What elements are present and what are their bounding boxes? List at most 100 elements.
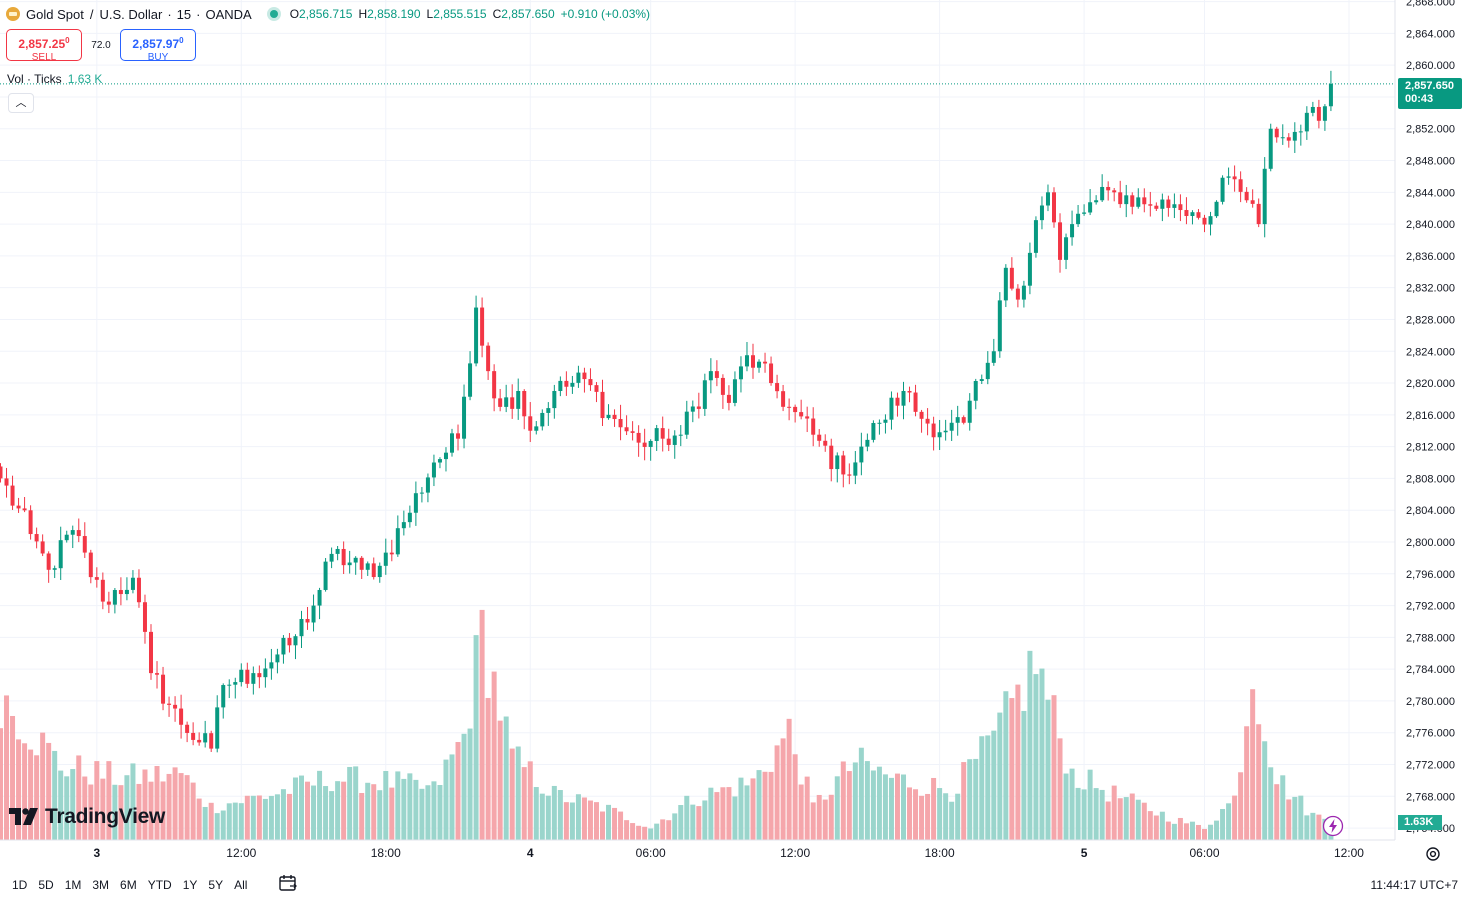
volume-bar bbox=[461, 733, 467, 840]
volume-bar bbox=[52, 750, 58, 840]
candle-body bbox=[1039, 205, 1044, 221]
volume-bar bbox=[1057, 738, 1063, 840]
candle-body bbox=[883, 419, 888, 423]
range-button-5d[interactable]: 5D bbox=[38, 877, 54, 892]
lightning-icon[interactable] bbox=[1322, 815, 1344, 837]
volume-bar bbox=[130, 763, 136, 840]
range-button-all[interactable]: All bbox=[234, 877, 248, 892]
market-open-icon[interactable] bbox=[269, 10, 278, 18]
candle-body bbox=[58, 540, 63, 569]
volume-bar bbox=[34, 755, 40, 840]
candle-body bbox=[1058, 222, 1063, 260]
volume-bar bbox=[353, 766, 359, 840]
tradingview-logo[interactable]: TradingView bbox=[9, 805, 165, 829]
volume-bar bbox=[142, 769, 148, 840]
volume-bar bbox=[1105, 801, 1111, 840]
range-button-3m[interactable]: 3M bbox=[92, 877, 110, 892]
candle-body bbox=[534, 426, 539, 431]
price-axis[interactable]: 2,764.0002,768.0002,772.0002,776.0002,78… bbox=[1394, 0, 1455, 840]
candle-body bbox=[889, 397, 894, 420]
volume-bar bbox=[112, 784, 118, 840]
x-tick-label: 18:00 bbox=[925, 846, 955, 860]
spread-value: 72.0 bbox=[91, 39, 111, 51]
symbol-legend[interactable]: Gold Spot / U.S. Dollar · 15 · OANDA O2,… bbox=[6, 4, 656, 24]
range-button-ytd[interactable]: YTD bbox=[147, 877, 172, 892]
candle-body bbox=[317, 589, 322, 606]
volume-bar bbox=[196, 798, 202, 840]
candle-body bbox=[293, 636, 298, 646]
candle-body bbox=[419, 492, 424, 494]
exchange[interactable]: OANDA bbox=[205, 6, 252, 22]
range-button-1d[interactable]: 1D bbox=[12, 877, 28, 892]
candle-body bbox=[94, 577, 99, 580]
x-tick-label: 06:00 bbox=[636, 846, 666, 860]
volume-bar bbox=[1177, 817, 1183, 840]
range-button-1m[interactable]: 1M bbox=[64, 877, 82, 892]
range-button-1y[interactable]: 1Y bbox=[182, 877, 198, 892]
candle-body bbox=[52, 568, 57, 570]
open-value: 2,856.715 bbox=[299, 7, 353, 21]
candle-body bbox=[492, 371, 497, 399]
candle-body bbox=[257, 673, 262, 678]
buy-price: 2,857.97 bbox=[132, 37, 180, 51]
tradingview-wordmark: TradingView bbox=[45, 805, 166, 828]
collapse-legend-button[interactable]: ︿ bbox=[8, 93, 34, 113]
volume-bar bbox=[702, 800, 708, 840]
x-tick-label: 4 bbox=[527, 846, 534, 860]
time-axis[interactable]: 3 12:00 18:00 4 06:00 12:00 18:00 5 06:00 12:00 bbox=[0, 839, 1395, 860]
volume-legend[interactable]: Vol · Ticks 1.63 K bbox=[7, 72, 102, 86]
volume-bar bbox=[88, 784, 94, 840]
range-button-6m[interactable]: 6M bbox=[120, 877, 137, 892]
volume-bar bbox=[359, 793, 365, 840]
candle-body bbox=[1214, 201, 1219, 217]
y-tick-label: 2,772.000 bbox=[1406, 760, 1455, 772]
volume-bar bbox=[1171, 823, 1177, 840]
candle-body bbox=[124, 589, 129, 595]
candle-body bbox=[510, 397, 515, 409]
candle-body bbox=[1202, 217, 1207, 225]
last-price-label: 2,857.650 00:43 bbox=[1398, 78, 1462, 109]
quote-currency[interactable]: U.S. Dollar bbox=[99, 6, 163, 22]
sell-button[interactable]: 2,857.250 SELL bbox=[6, 29, 82, 63]
volume-bar bbox=[919, 795, 925, 840]
calendar-icon[interactable] bbox=[278, 874, 298, 895]
volume-bar bbox=[425, 785, 431, 840]
candle-body bbox=[823, 440, 828, 446]
low-value: 2,855.515 bbox=[433, 7, 487, 21]
candle-body bbox=[0, 466, 3, 479]
candle-body bbox=[401, 522, 406, 529]
candle-body bbox=[1148, 204, 1153, 206]
volume-bar bbox=[232, 802, 238, 840]
clock-timezone[interactable]: 11:44:17 UTC+7 bbox=[1370, 878, 1459, 892]
candle-body bbox=[769, 363, 774, 384]
volume-bar bbox=[1262, 741, 1268, 840]
candle-body bbox=[1009, 267, 1014, 289]
volume-bar bbox=[1033, 674, 1039, 840]
volume-bar bbox=[648, 828, 654, 840]
volume-bar bbox=[329, 791, 335, 840]
candle-body bbox=[1027, 252, 1032, 286]
candle-body bbox=[197, 739, 202, 743]
volume-bar bbox=[172, 767, 178, 840]
candle-body bbox=[1118, 192, 1123, 205]
buy-button[interactable]: 2,857.970 BUY bbox=[120, 29, 196, 63]
volume-bar bbox=[299, 775, 304, 840]
symbol-name[interactable]: Gold Spot bbox=[26, 6, 84, 22]
volume-bar bbox=[882, 774, 888, 840]
candle-body bbox=[239, 669, 244, 683]
range-button-5y[interactable]: 5Y bbox=[208, 877, 224, 892]
candle-body bbox=[985, 362, 990, 380]
chart-canvas[interactable]: 2,764.0002,768.0002,772.0002,776.0002,78… bbox=[0, 0, 1467, 872]
gear-icon[interactable] bbox=[1424, 845, 1442, 863]
x-tick-label: 5 bbox=[1081, 846, 1088, 860]
volume-bar bbox=[335, 781, 341, 840]
volume-bar bbox=[937, 788, 943, 840]
date-range-list: 1D 5D 1M 3M 6M YTD 1Y 5Y All bbox=[12, 878, 258, 892]
candle-body bbox=[522, 390, 527, 417]
volume-bar bbox=[1021, 710, 1027, 840]
volume-bar bbox=[311, 785, 317, 840]
interval[interactable]: 15 bbox=[176, 6, 192, 22]
candle-body bbox=[1208, 216, 1213, 225]
volume-bar bbox=[1051, 695, 1057, 840]
gold-symbol-icon bbox=[6, 7, 20, 21]
